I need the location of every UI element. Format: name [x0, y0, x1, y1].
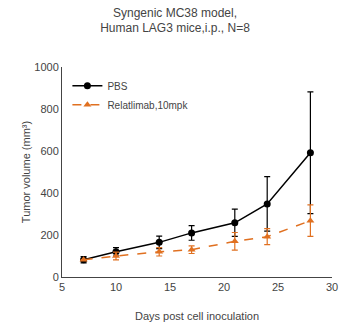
svg-text:Relatlimab,10mpk: Relatlimab,10mpk: [107, 100, 188, 111]
svg-text:200: 200: [40, 229, 58, 241]
svg-text:5: 5: [59, 281, 65, 293]
svg-text:Syngenic MC38 model,Human LAG3: Syngenic MC38 model,Human LAG3 mice,i.p.…: [100, 6, 250, 36]
svg-text:10: 10: [110, 281, 122, 293]
svg-text:800: 800: [40, 103, 58, 115]
svg-text:600: 600: [40, 145, 58, 157]
svg-text:Days post cell inoculation: Days post cell inoculation: [135, 310, 259, 322]
svg-text:PBS: PBS: [107, 81, 127, 92]
svg-text:15: 15: [164, 281, 176, 293]
svg-text:1000: 1000: [34, 61, 58, 73]
svg-text:400: 400: [40, 187, 58, 199]
svg-text:0: 0: [53, 271, 59, 283]
svg-text:20: 20: [218, 281, 230, 293]
svg-text:25: 25: [272, 281, 284, 293]
svg-text:30: 30: [326, 281, 338, 293]
svg-text:Tumor volume (mm³): Tumor volume (mm³): [20, 121, 32, 223]
